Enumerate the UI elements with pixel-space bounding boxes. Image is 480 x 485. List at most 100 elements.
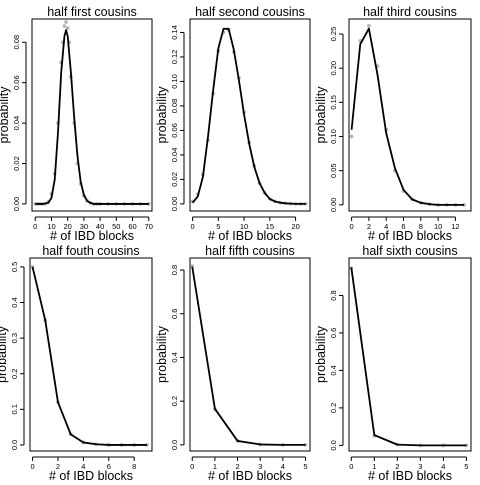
- y-tick-label: 0.06: [12, 75, 21, 90]
- x-tick-label: 0: [190, 462, 194, 471]
- plot-area: [349, 23, 466, 207]
- y-axis-label: probability: [314, 325, 328, 383]
- x-tick-label: 3: [258, 462, 262, 471]
- chart-title: half second cousins: [195, 5, 305, 19]
- x-tick-label: 0: [30, 462, 34, 471]
- plot-frame: [189, 257, 311, 452]
- x-tick-label: 4: [281, 462, 285, 471]
- x-tick-label: 2: [395, 462, 399, 471]
- plot-area: [349, 266, 469, 448]
- plot-frame: [31, 18, 153, 212]
- x-tick-label: 5: [464, 462, 468, 471]
- y-tick-label: 0.14: [170, 25, 179, 40]
- x-axis-label: # of IBD blocks: [50, 229, 134, 243]
- x-tick-label: 1: [213, 462, 217, 471]
- y-tick-label: 0.4: [10, 297, 19, 307]
- y-tick-label: 0.02: [12, 156, 21, 171]
- y-tick-label: 0.10: [170, 74, 179, 89]
- x-tick-label: 12: [451, 222, 459, 231]
- series-line: [35, 29, 149, 205]
- data-point: [65, 26, 70, 30]
- y-tick-label: 0.04: [12, 116, 21, 131]
- x-tick-label: 0: [33, 222, 37, 231]
- plot-frame: [189, 18, 311, 212]
- x-tick-label: 10: [47, 222, 55, 231]
- x-tick-label: 4: [384, 222, 388, 231]
- y-tick-label: 0.00: [170, 197, 179, 212]
- y-tick-label: 0.02: [170, 172, 179, 187]
- y-axis-label: probability: [0, 325, 9, 383]
- x-tick-label: 50: [112, 222, 120, 231]
- y-tick-label: 0.25: [329, 27, 338, 42]
- plot-area: [190, 264, 308, 447]
- plot-frame: [29, 257, 153, 452]
- x-tick-label: 2: [56, 462, 60, 471]
- x-axis-label: # of IBD blocks: [208, 229, 292, 243]
- x-tick-label: 2: [235, 462, 239, 471]
- x-axis-label: # of IBD blocks: [49, 469, 133, 480]
- x-tick-label: 40: [96, 222, 104, 231]
- plot-frame: [348, 18, 472, 212]
- y-tick-label: 0.6: [170, 309, 179, 319]
- chart-panel-2: half second cousins 0 5 10 15 20# of IBD bloc…: [155, 5, 311, 243]
- y-tick-label: 0.2: [170, 396, 179, 406]
- data-point: [62, 24, 67, 28]
- series-line: [350, 267, 467, 447]
- x-tick-label: 2: [367, 222, 371, 231]
- x-tick-label: 0: [190, 222, 194, 231]
- data-point: [303, 442, 308, 447]
- x-tick-label: 3: [418, 462, 422, 471]
- plot-area: [30, 265, 149, 447]
- y-axis-label: probability: [155, 86, 169, 144]
- chart-panel-5: half fifth cousins 0 1 2 3 4 5 # of IBD blocks 0…: [155, 244, 311, 483]
- y-tick-label: 0.0: [329, 440, 338, 450]
- x-tick-label: 0: [350, 222, 354, 231]
- y-axis-label: probability: [155, 325, 169, 383]
- x-tick-label: 4: [81, 462, 85, 471]
- y-axis-label: probability: [314, 86, 328, 144]
- y-tick-label: 0.00: [12, 197, 21, 212]
- y-tick-label: 0.4: [329, 365, 338, 375]
- y-tick-label: 0.08: [12, 35, 21, 50]
- y-tick-label: 0.1: [10, 404, 19, 414]
- y-tick-label: 0.0: [170, 440, 179, 450]
- x-axis-label: # of IBD blocks: [368, 469, 452, 480]
- chart-title: half third cousins: [363, 5, 457, 19]
- x-tick-label: 8: [419, 222, 423, 231]
- y-tick-label: 0.0: [10, 440, 19, 450]
- x-axis-label: # of IBD blocks: [368, 229, 452, 243]
- y-axis-label: probability: [0, 86, 11, 144]
- y-tick-label: 0.2: [10, 369, 19, 379]
- y-tick-label: 0.04: [170, 148, 179, 163]
- data-point: [64, 20, 68, 24]
- x-tick-label: 4: [441, 462, 445, 471]
- y-tick-label: 0.20: [329, 61, 338, 76]
- x-tick-label: 0: [349, 462, 353, 471]
- plot-area: [33, 20, 151, 206]
- y-tick-label: 0.8: [329, 290, 338, 300]
- series-line: [191, 266, 306, 446]
- y-tick-label: 0.3: [10, 333, 19, 343]
- y-tick-label: 0.15: [329, 95, 338, 110]
- chart-panel-1: half first cousins 0 10 20 30 40 50 60 70 # of IB…: [0, 5, 153, 243]
- chart-panel-6: half sixth cousins 0 1 2 3 4 5 # of IBD blocks 0…: [314, 244, 472, 483]
- y-tick-label: 0.05: [329, 163, 338, 178]
- x-tick-label: 20: [291, 222, 299, 231]
- chart-title: half first cousins: [47, 5, 137, 19]
- x-tick-label: 5: [303, 462, 307, 471]
- y-tick-label: 0.06: [170, 123, 179, 138]
- y-tick-label: 0.08: [170, 99, 179, 114]
- series-line: [350, 27, 465, 206]
- chart-title: half sixth cousins: [362, 244, 457, 258]
- x-tick-label: 5: [216, 222, 220, 231]
- x-tick-label: 10: [240, 222, 248, 231]
- x-tick-label: 20: [64, 222, 72, 231]
- x-tick-label: 60: [128, 222, 136, 231]
- y-tick-label: 0.2: [329, 403, 338, 413]
- x-tick-label: 8: [132, 462, 136, 471]
- y-tick-label: 0.4: [170, 352, 179, 362]
- plot-frame: [348, 257, 472, 452]
- plot-area: [190, 27, 308, 206]
- series-line: [191, 27, 306, 205]
